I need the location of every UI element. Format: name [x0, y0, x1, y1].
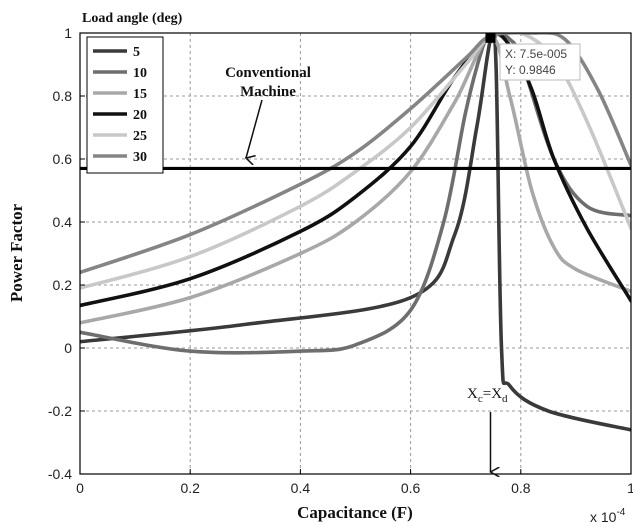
x-tick-label: 0.8: [511, 480, 531, 496]
legend-label-30: 30: [133, 150, 147, 165]
y-tick-label: -0.4: [48, 466, 72, 482]
x-tick-label: 0.4: [291, 480, 311, 496]
x-tick-label: 0.2: [180, 480, 200, 496]
y-tick-label: 1: [64, 25, 72, 41]
xc-label-main: X: [467, 386, 478, 402]
conventional-label-line2: Machine: [240, 84, 296, 100]
legend-title: Load angle (deg): [82, 11, 183, 26]
series-line-15: [80, 34, 631, 325]
y-tick-label: 0: [64, 340, 72, 356]
datatip-y: Y: 0.9846: [505, 63, 556, 77]
xc-label-sub: c: [478, 393, 483, 405]
eq-sign: =: [483, 386, 491, 402]
legend-label-15: 15: [133, 87, 147, 102]
x-axis-label: Capacitance (F): [297, 503, 413, 522]
y-tick-label: 0.6: [53, 151, 73, 167]
y-tick-label: -0.2: [48, 403, 72, 419]
x-tick-label: 0.6: [401, 480, 421, 496]
plot-frame: [79, 32, 632, 475]
datatip-x: X: 7.5e-005: [505, 47, 567, 61]
ticks-group: 0 0.2 0.4 0.6 0.8 1 -0.4 -0.2 0 0.2 0.4 0.6 0.8 1: [48, 25, 633, 496]
legend-label-25: 25: [133, 129, 147, 144]
x-tick-label: 0: [76, 480, 84, 496]
legend-label-5: 5: [133, 45, 140, 60]
series-line-5: [80, 33, 631, 432]
datatip-marker[interactable]: [485, 32, 496, 43]
xc-equals-xd-label: Xc=Xd: [467, 386, 508, 405]
legend-box: [86, 36, 164, 174]
xd-label-sub: d: [502, 393, 508, 405]
conventional-label-line1: Conventional: [225, 65, 311, 81]
datatip-box: [499, 43, 581, 81]
legend: 5 10 15 20 25 30: [86, 36, 164, 174]
y-axis-label: Power Factor: [7, 203, 26, 302]
legend-label-20: 20: [133, 108, 147, 123]
x-axis-multiplier-exponent: -4: [616, 507, 625, 518]
x-axis-multiplier: x 10-4: [590, 507, 626, 525]
x-tick-label: 1: [627, 480, 633, 496]
xd-label-main: X: [491, 386, 502, 402]
datatip[interactable]: X: 7.5e-005 Y: 0.9846: [485, 32, 581, 81]
y-tick-label: 0.2: [53, 277, 73, 293]
y-tick-label: 0.4: [53, 214, 73, 230]
x-axis-multiplier-base: x 10: [590, 509, 617, 525]
y-tick-label: 0.8: [53, 88, 73, 104]
conventional-arrow: [246, 99, 263, 158]
legend-label-10: 10: [133, 66, 147, 81]
